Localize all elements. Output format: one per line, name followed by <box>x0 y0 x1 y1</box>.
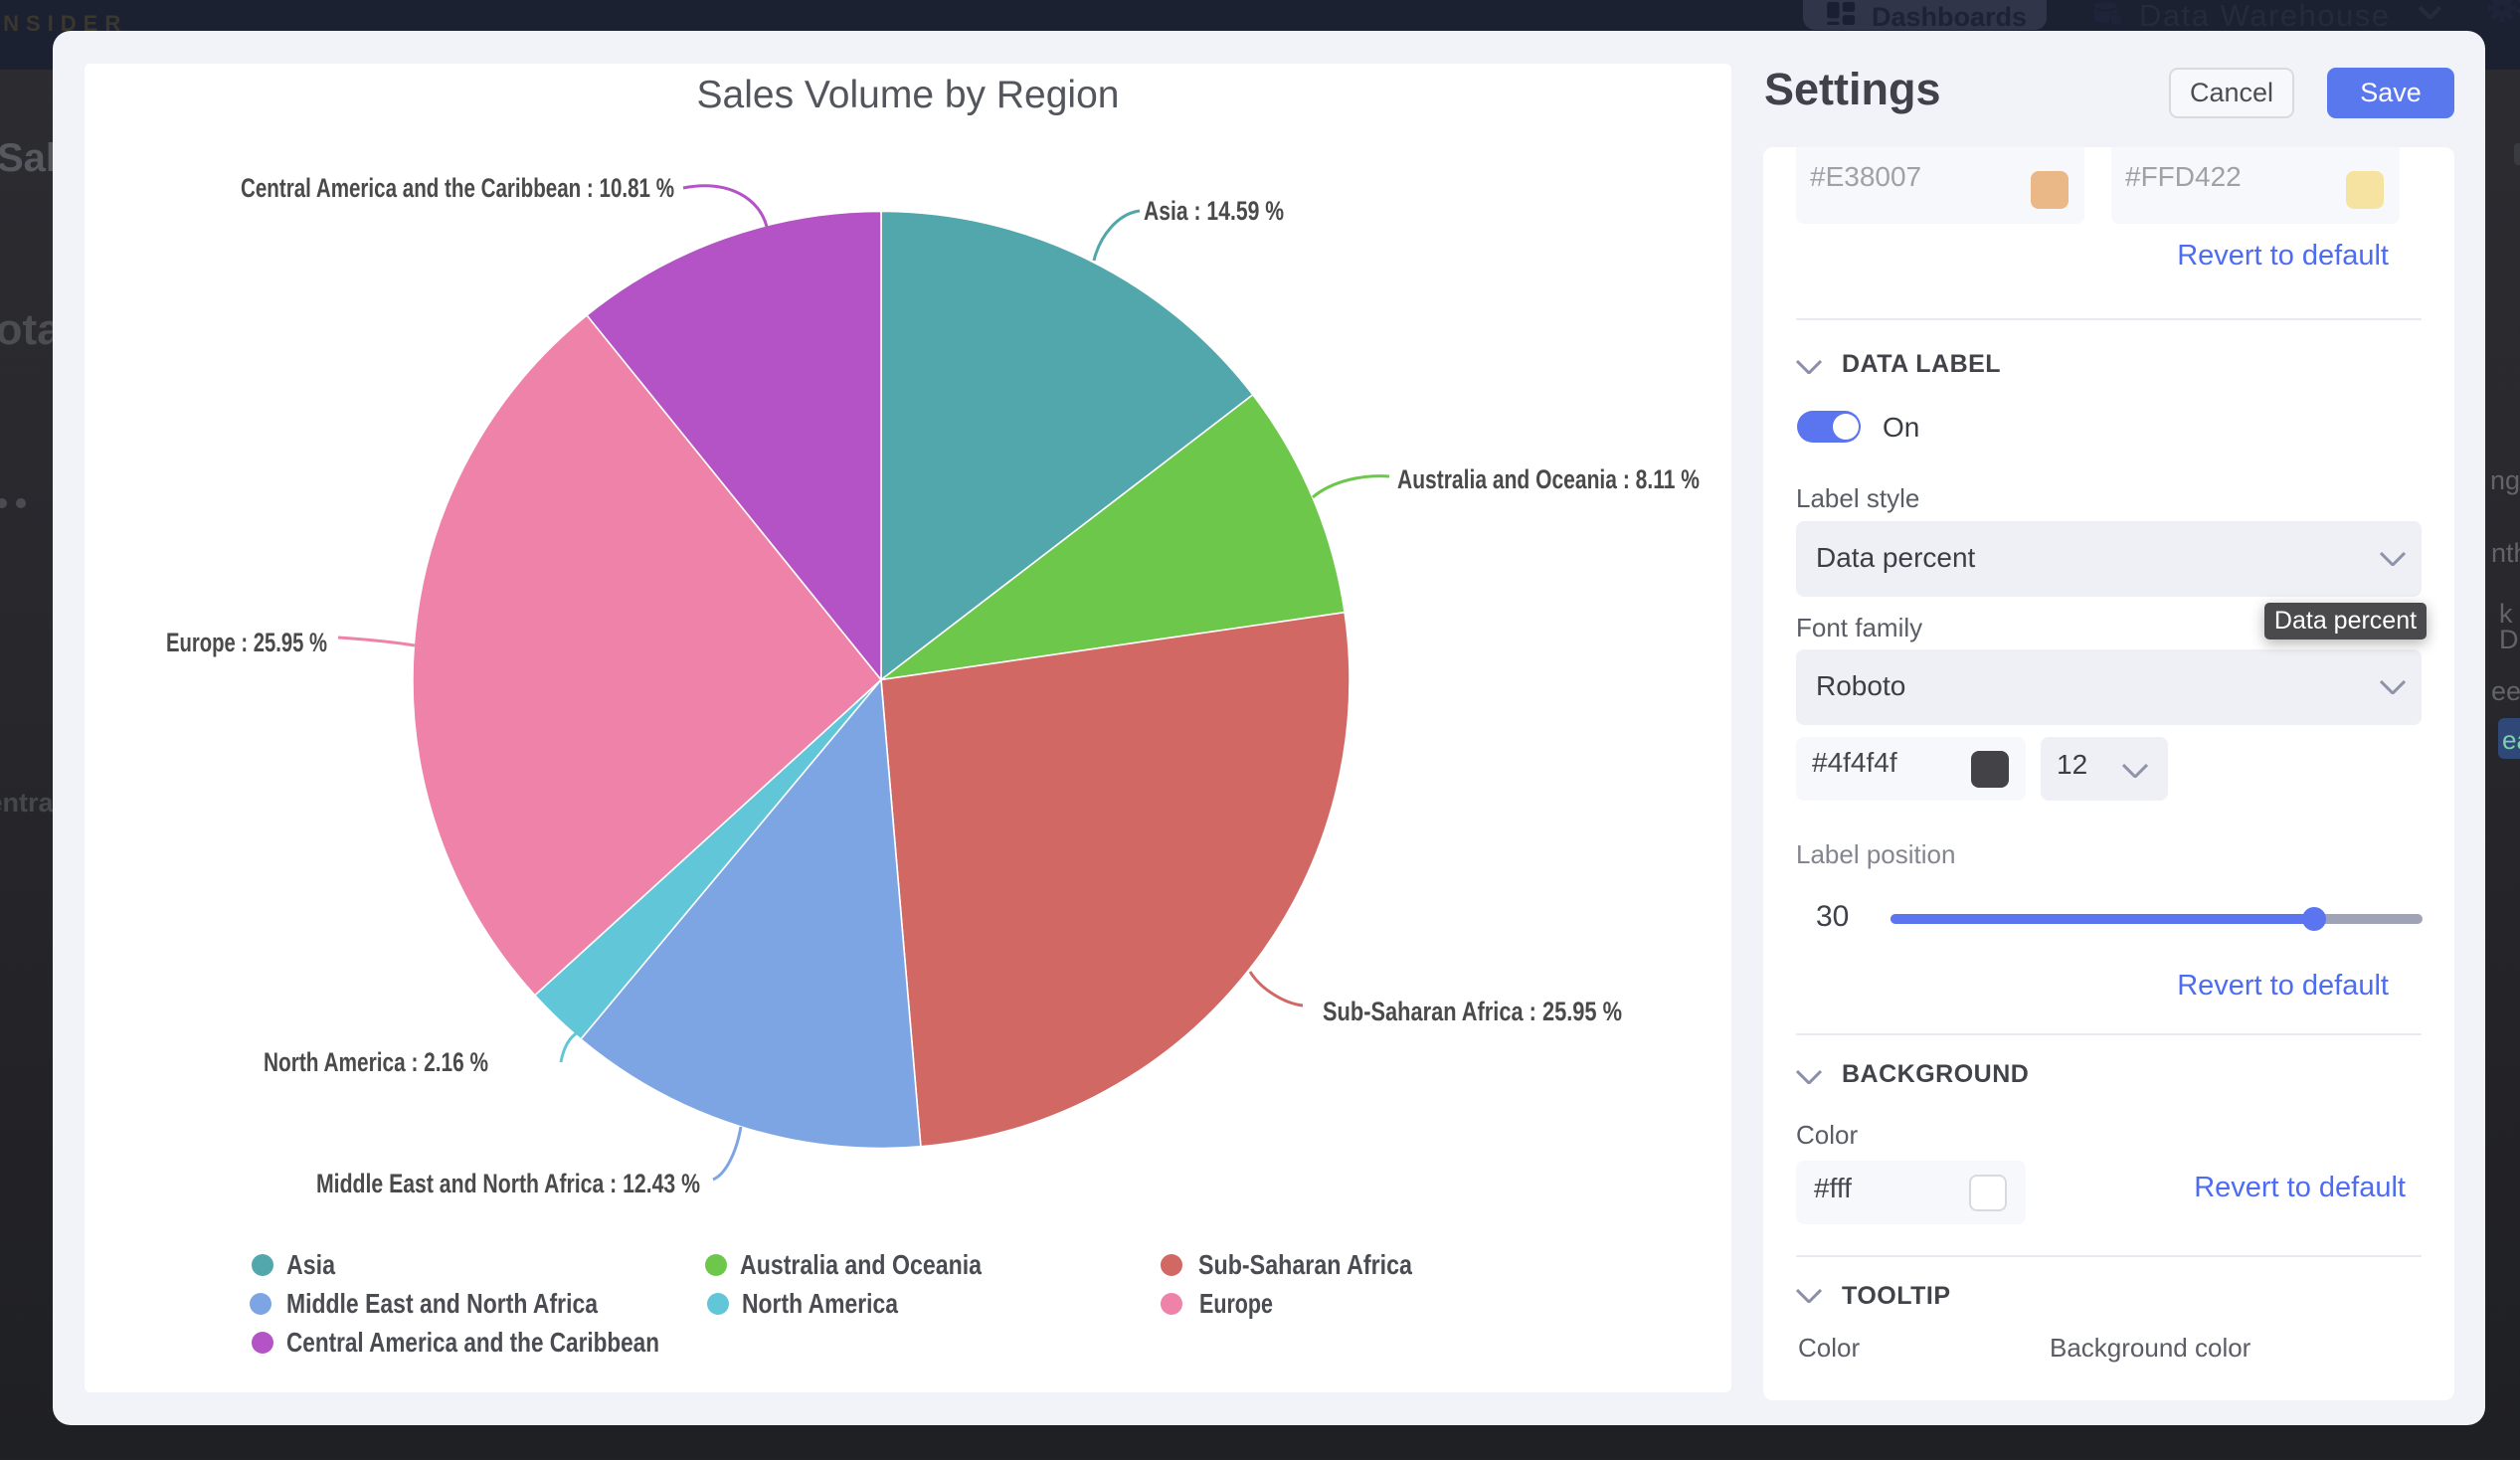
svg-text:Asia: Asia <box>286 1249 335 1280</box>
svg-text:Central America and the Caribb: Central America and the Caribbean : 10.8… <box>241 173 674 203</box>
svg-text:Central America and the Caribb: Central America and the Caribbean <box>286 1327 659 1358</box>
svg-text:Australia and Oceania : 8.11 %: Australia and Oceania : 8.11 % <box>1397 464 1700 494</box>
svg-text:Europe: Europe <box>1199 1288 1273 1319</box>
svg-text:Australia and Oceania: Australia and Oceania <box>740 1249 982 1280</box>
svg-text:Asia : 14.59 %: Asia : 14.59 % <box>1144 196 1284 226</box>
svg-text:Middle East and North Africa: Middle East and North Africa <box>286 1288 598 1319</box>
svg-text:Sub-Saharan Africa: Sub-Saharan Africa <box>1198 1249 1412 1280</box>
svg-text:Sub-Saharan Africa : 25.95 %: Sub-Saharan Africa : 25.95 % <box>1323 997 1622 1026</box>
svg-text:North America : 2.16 %: North America : 2.16 % <box>264 1047 488 1077</box>
svg-text:North America: North America <box>742 1288 898 1319</box>
svg-text:Europe : 25.95 %: Europe : 25.95 % <box>166 628 327 657</box>
svg-text:Middle East and North Africa :: Middle East and North Africa : 12.43 % <box>316 1169 700 1198</box>
